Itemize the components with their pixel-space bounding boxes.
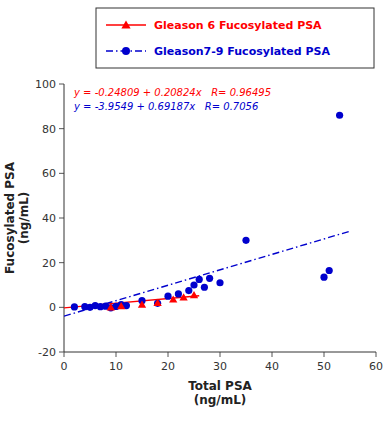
- label-line: (ng/mL): [194, 393, 247, 407]
- legend-marker: [122, 47, 130, 55]
- scatter-point: [164, 293, 171, 300]
- y-tick: [59, 352, 64, 353]
- equation: y = -0.24809 + 0.20824x R= 0.96495: [73, 87, 271, 98]
- x-tick: [272, 352, 273, 357]
- y-tick: [59, 128, 64, 129]
- x-tick-label: 30: [213, 360, 227, 373]
- scatter-point: [201, 284, 208, 291]
- legend: Gleason 6 Fucosylated PSA Gleason7-9 Fuco…: [96, 8, 374, 68]
- scatter-point: [179, 293, 187, 300]
- x-tick: [64, 352, 65, 357]
- scatter-point: [107, 303, 115, 310]
- legend-label: Gleason 6 Fucosylated PSA: [154, 19, 322, 32]
- y-tick: [59, 307, 64, 308]
- x-tick-label: 60: [369, 360, 383, 373]
- x-axis-label: Total PSA(ng/mL): [188, 379, 252, 407]
- scatter-point: [320, 274, 327, 281]
- y-axis-line: [64, 84, 65, 352]
- scatter-point: [196, 276, 203, 283]
- scatter-point: [153, 299, 161, 306]
- scatter-point: [138, 301, 146, 308]
- scatter-point: [336, 112, 343, 119]
- chart: 0102030405060-20020406080100Total PSA(ng…: [0, 0, 389, 421]
- scatter-point: [206, 275, 213, 282]
- scatter-point: [242, 237, 249, 244]
- x-tick-label: 20: [161, 360, 175, 373]
- y-tick-label: 80: [42, 123, 56, 136]
- x-axis-line: [64, 352, 376, 353]
- y-tick-label: 0: [49, 301, 56, 314]
- scatter-point: [326, 267, 333, 274]
- scatter-series: [107, 291, 198, 311]
- y-tick: [59, 173, 64, 174]
- x-tick-label: 10: [109, 360, 123, 373]
- scatter-point: [175, 290, 182, 297]
- legend-box: [96, 8, 374, 68]
- equation: y = -3.9549 + 0.69187x R= 0.7056: [73, 101, 258, 112]
- scatter-point: [169, 295, 177, 302]
- x-tick-label: 50: [317, 360, 331, 373]
- x-tick-label: 0: [61, 360, 68, 373]
- y-tick: [59, 84, 64, 85]
- x-tick-label: 40: [265, 360, 279, 373]
- y-tick-label: 60: [42, 167, 56, 180]
- plot-area: [64, 112, 350, 316]
- axis-ticks: 0 10 20 30 40 50 60 -20 0 20 40 60 80 100: [35, 78, 383, 373]
- label-line: (ng/mL): [17, 192, 31, 245]
- x-tick: [116, 352, 117, 357]
- y-axis-label: Fucosylated PSA(ng/mL): [3, 161, 31, 274]
- y-tick-label: 100: [35, 78, 56, 91]
- scatter-point: [190, 291, 198, 298]
- y-tick-label: -20: [38, 346, 56, 359]
- x-tick: [220, 352, 221, 357]
- scatter-series: [71, 112, 343, 312]
- y-tick: [59, 218, 64, 219]
- y-tick-label: 20: [42, 257, 56, 270]
- trend-line: [64, 231, 350, 316]
- legend-label: Gleason7-9 Fucosylated PSA: [154, 45, 331, 58]
- scatter-point: [117, 302, 125, 309]
- label-line: Fucosylated PSA: [3, 161, 17, 274]
- x-tick: [168, 352, 169, 357]
- legend-marker: [121, 20, 130, 28]
- scatter-point: [185, 287, 192, 294]
- scatter-point: [216, 279, 223, 286]
- label-line: Total PSA: [188, 379, 252, 393]
- scatter-point: [190, 281, 197, 288]
- y-tick: [59, 262, 64, 263]
- scatter-point: [71, 303, 78, 310]
- scatter-point: [154, 300, 161, 307]
- y-tick-label: 40: [42, 212, 56, 225]
- x-tick: [376, 352, 377, 357]
- x-tick: [324, 352, 325, 357]
